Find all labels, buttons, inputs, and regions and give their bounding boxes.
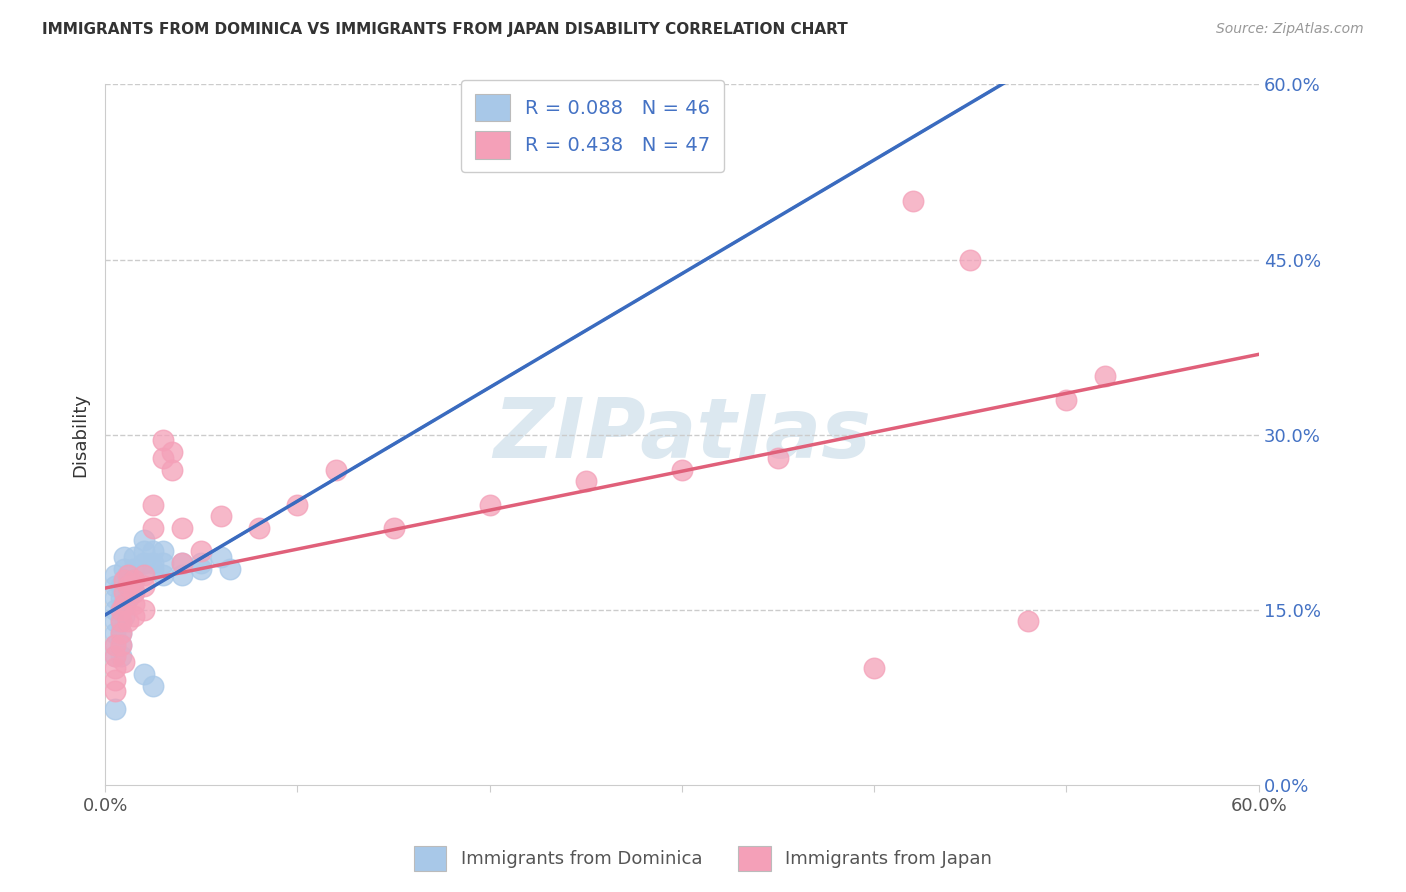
Point <box>114 608 136 623</box>
Point <box>122 585 145 599</box>
Point <box>114 585 136 599</box>
Point <box>104 626 127 640</box>
Point <box>190 544 212 558</box>
Point <box>104 649 127 664</box>
Point <box>142 544 165 558</box>
Point <box>1017 615 1039 629</box>
Point <box>114 574 136 588</box>
Point <box>142 498 165 512</box>
Point <box>114 597 136 611</box>
Point <box>863 661 886 675</box>
Point <box>104 702 127 716</box>
Point <box>110 579 132 593</box>
Point <box>132 567 155 582</box>
Point <box>901 194 924 209</box>
Point <box>382 521 405 535</box>
Point <box>122 562 145 576</box>
Point <box>142 562 165 576</box>
Point <box>114 585 136 599</box>
Point <box>117 567 139 582</box>
Point <box>152 434 174 448</box>
Point <box>104 638 127 652</box>
Point <box>104 615 127 629</box>
Point <box>219 562 242 576</box>
Point <box>104 567 127 582</box>
Point <box>122 574 145 588</box>
Legend: Immigrants from Dominica, Immigrants from Japan: Immigrants from Dominica, Immigrants fro… <box>406 838 1000 879</box>
Point <box>766 450 789 465</box>
Point <box>152 567 174 582</box>
Point <box>114 562 136 576</box>
Point <box>209 509 232 524</box>
Point <box>152 544 174 558</box>
Point <box>104 684 127 698</box>
Point <box>110 602 132 616</box>
Point <box>959 252 981 267</box>
Point <box>104 579 127 593</box>
Point <box>104 649 127 664</box>
Point <box>152 556 174 570</box>
Text: Source: ZipAtlas.com: Source: ZipAtlas.com <box>1216 22 1364 37</box>
Point <box>104 661 127 675</box>
Point <box>110 591 132 605</box>
Point <box>104 638 127 652</box>
Text: IMMIGRANTS FROM DOMINICA VS IMMIGRANTS FROM JAPAN DISABILITY CORRELATION CHART: IMMIGRANTS FROM DOMINICA VS IMMIGRANTS F… <box>42 22 848 37</box>
Point <box>104 602 127 616</box>
Point <box>132 533 155 547</box>
Point <box>287 498 309 512</box>
Point <box>1094 369 1116 384</box>
Point <box>117 615 139 629</box>
Point <box>575 475 598 489</box>
Point <box>142 556 165 570</box>
Point <box>110 638 132 652</box>
Point <box>117 591 139 605</box>
Point <box>172 556 194 570</box>
Point <box>104 673 127 687</box>
Point <box>132 556 155 570</box>
Point <box>132 602 155 616</box>
Point <box>190 556 212 570</box>
Point <box>132 544 155 558</box>
Point <box>122 597 145 611</box>
Point <box>1056 392 1078 407</box>
Point <box>132 579 155 593</box>
Point <box>132 666 155 681</box>
Point <box>152 450 174 465</box>
Point <box>114 597 136 611</box>
Point <box>162 462 184 476</box>
Point <box>122 574 145 588</box>
Text: ZIPatlas: ZIPatlas <box>494 394 870 475</box>
Point <box>104 591 127 605</box>
Point <box>122 608 145 623</box>
Point <box>142 679 165 693</box>
Point <box>172 521 194 535</box>
Point <box>142 521 165 535</box>
Point <box>172 567 194 582</box>
Point <box>110 615 132 629</box>
Point <box>162 445 184 459</box>
Point <box>110 615 132 629</box>
Y-axis label: Disability: Disability <box>72 392 89 476</box>
Point <box>110 649 132 664</box>
Point <box>117 579 139 593</box>
Point <box>110 638 132 652</box>
Point <box>209 550 232 565</box>
Point <box>110 626 132 640</box>
Point <box>478 498 501 512</box>
Legend: R = 0.088   N = 46, R = 0.438   N = 47: R = 0.088 N = 46, R = 0.438 N = 47 <box>461 80 724 172</box>
Point <box>110 602 132 616</box>
Point <box>114 550 136 565</box>
Point <box>110 626 132 640</box>
Point <box>671 462 693 476</box>
Point <box>247 521 270 535</box>
Point <box>122 585 145 599</box>
Point <box>114 574 136 588</box>
Point <box>114 655 136 669</box>
Point <box>172 556 194 570</box>
Point <box>190 562 212 576</box>
Point <box>117 579 139 593</box>
Point <box>122 550 145 565</box>
Point <box>117 567 139 582</box>
Point <box>325 462 347 476</box>
